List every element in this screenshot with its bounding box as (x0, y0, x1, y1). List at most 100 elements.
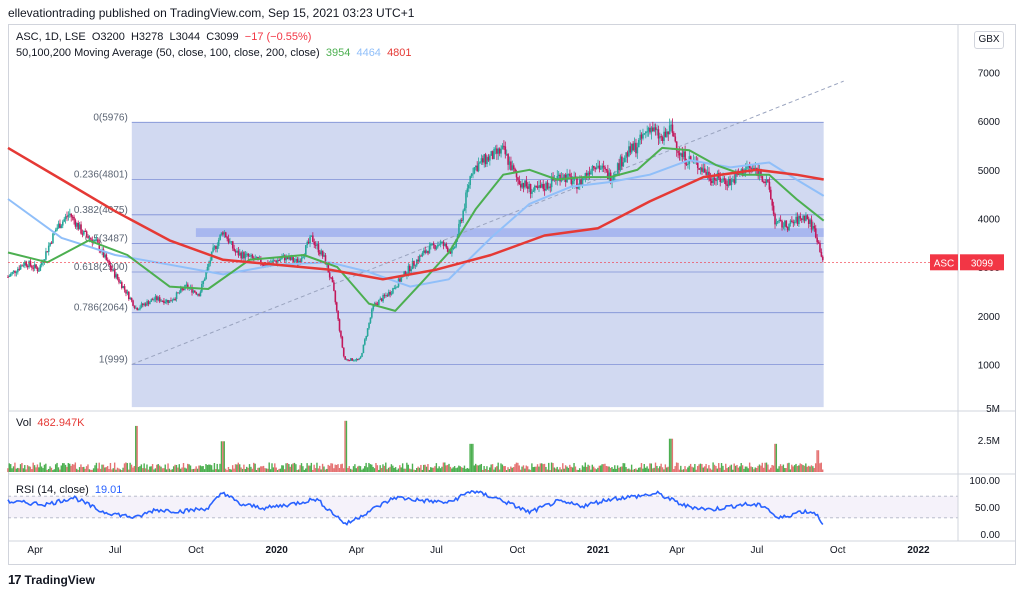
candle-body (289, 256, 292, 260)
volume-bar (246, 466, 248, 472)
candle-body (767, 179, 769, 182)
candle-body (536, 186, 539, 189)
candle-body (545, 182, 547, 191)
candle-body (175, 292, 178, 300)
candle-body (664, 131, 667, 137)
volume-bar (609, 468, 612, 472)
volume-bar (553, 467, 556, 472)
candle-body (446, 247, 449, 252)
candle-body (577, 186, 580, 189)
volume-bar (733, 463, 735, 472)
candle-body (729, 178, 731, 185)
candle-body (673, 132, 675, 137)
volume-bar (35, 467, 37, 472)
candle-body (61, 221, 64, 226)
candle-body (153, 299, 155, 301)
candle-body (382, 295, 384, 302)
candle-body (378, 300, 380, 305)
volume-bar (451, 468, 453, 472)
candle-body (569, 173, 571, 177)
volume-bar (240, 467, 242, 472)
volume-bar (146, 464, 148, 472)
volume-bar (43, 464, 46, 472)
volume-bar (167, 463, 169, 472)
volume-tick-label: 2.5M (978, 436, 1000, 447)
candle-body (15, 272, 18, 274)
volume-bar (286, 463, 289, 472)
candle-body (88, 238, 91, 240)
volume-bar (576, 469, 578, 472)
currency-button[interactable]: GBX (974, 31, 1004, 49)
volume-bar (653, 467, 655, 472)
candle-body (647, 127, 650, 132)
candle-body (467, 185, 470, 189)
candle-body (504, 146, 507, 155)
volume-bar (581, 465, 584, 472)
volume-bar (378, 469, 380, 472)
candle-body (528, 184, 530, 189)
volume-bar (616, 465, 619, 472)
volume-label: Vol (16, 417, 32, 429)
candle-body (434, 244, 436, 250)
candle-body (375, 303, 377, 305)
candle-body (248, 255, 251, 257)
volume-bar (719, 467, 721, 472)
volume-bar (764, 462, 766, 472)
volume-bar (393, 467, 395, 472)
volume-bar (438, 466, 440, 472)
candle-body (585, 173, 588, 176)
candle-body (372, 304, 375, 310)
volume-bar (484, 468, 487, 472)
candle-body (136, 307, 139, 311)
volume-bar (793, 465, 796, 472)
volume-bar (466, 467, 468, 472)
candle-body (785, 220, 788, 228)
candle-body (576, 177, 578, 189)
volume-bar (112, 468, 114, 472)
volume-bar (425, 466, 428, 472)
candle-body (682, 151, 685, 157)
candle-body (628, 146, 630, 157)
candle-body (497, 148, 500, 154)
volume-bar (812, 466, 814, 472)
volume-bar (382, 464, 384, 472)
volume-bar (50, 467, 53, 472)
volume-bar (486, 466, 488, 472)
candle-body (500, 148, 502, 154)
candle-body (800, 218, 803, 220)
candle-body (737, 174, 740, 176)
candle-body (418, 255, 421, 262)
volume-bar (126, 463, 129, 472)
candle-body (230, 241, 233, 243)
candle-body (340, 330, 342, 337)
volume-bar (453, 466, 456, 472)
candle-body (660, 136, 663, 138)
ma100-value: 4464 (356, 47, 381, 59)
volume-bar (271, 463, 273, 472)
volume-bar (431, 467, 433, 472)
volume-bar (326, 468, 328, 472)
candle-body (45, 251, 47, 260)
volume-bar (12, 466, 15, 472)
volume-bar (448, 463, 450, 472)
volume-bar (521, 466, 523, 472)
candle-body (337, 310, 339, 320)
volume-bar (22, 468, 25, 472)
candle-body (701, 167, 703, 172)
volume-bar (206, 465, 209, 472)
price-tag-box (960, 254, 1004, 271)
volume-bar (535, 466, 537, 472)
volume-bar (80, 464, 82, 472)
volume-bar (446, 464, 449, 472)
volume-bar (285, 463, 287, 472)
volume-bar (501, 464, 504, 472)
candle-body (156, 296, 158, 301)
time-tick-label: Jul (109, 545, 122, 556)
candle-body (111, 269, 113, 271)
candle-body (680, 153, 682, 156)
volume-bar (659, 466, 661, 472)
volume-bar (629, 469, 631, 472)
volume-bar (538, 466, 540, 472)
candle-body (821, 256, 824, 261)
